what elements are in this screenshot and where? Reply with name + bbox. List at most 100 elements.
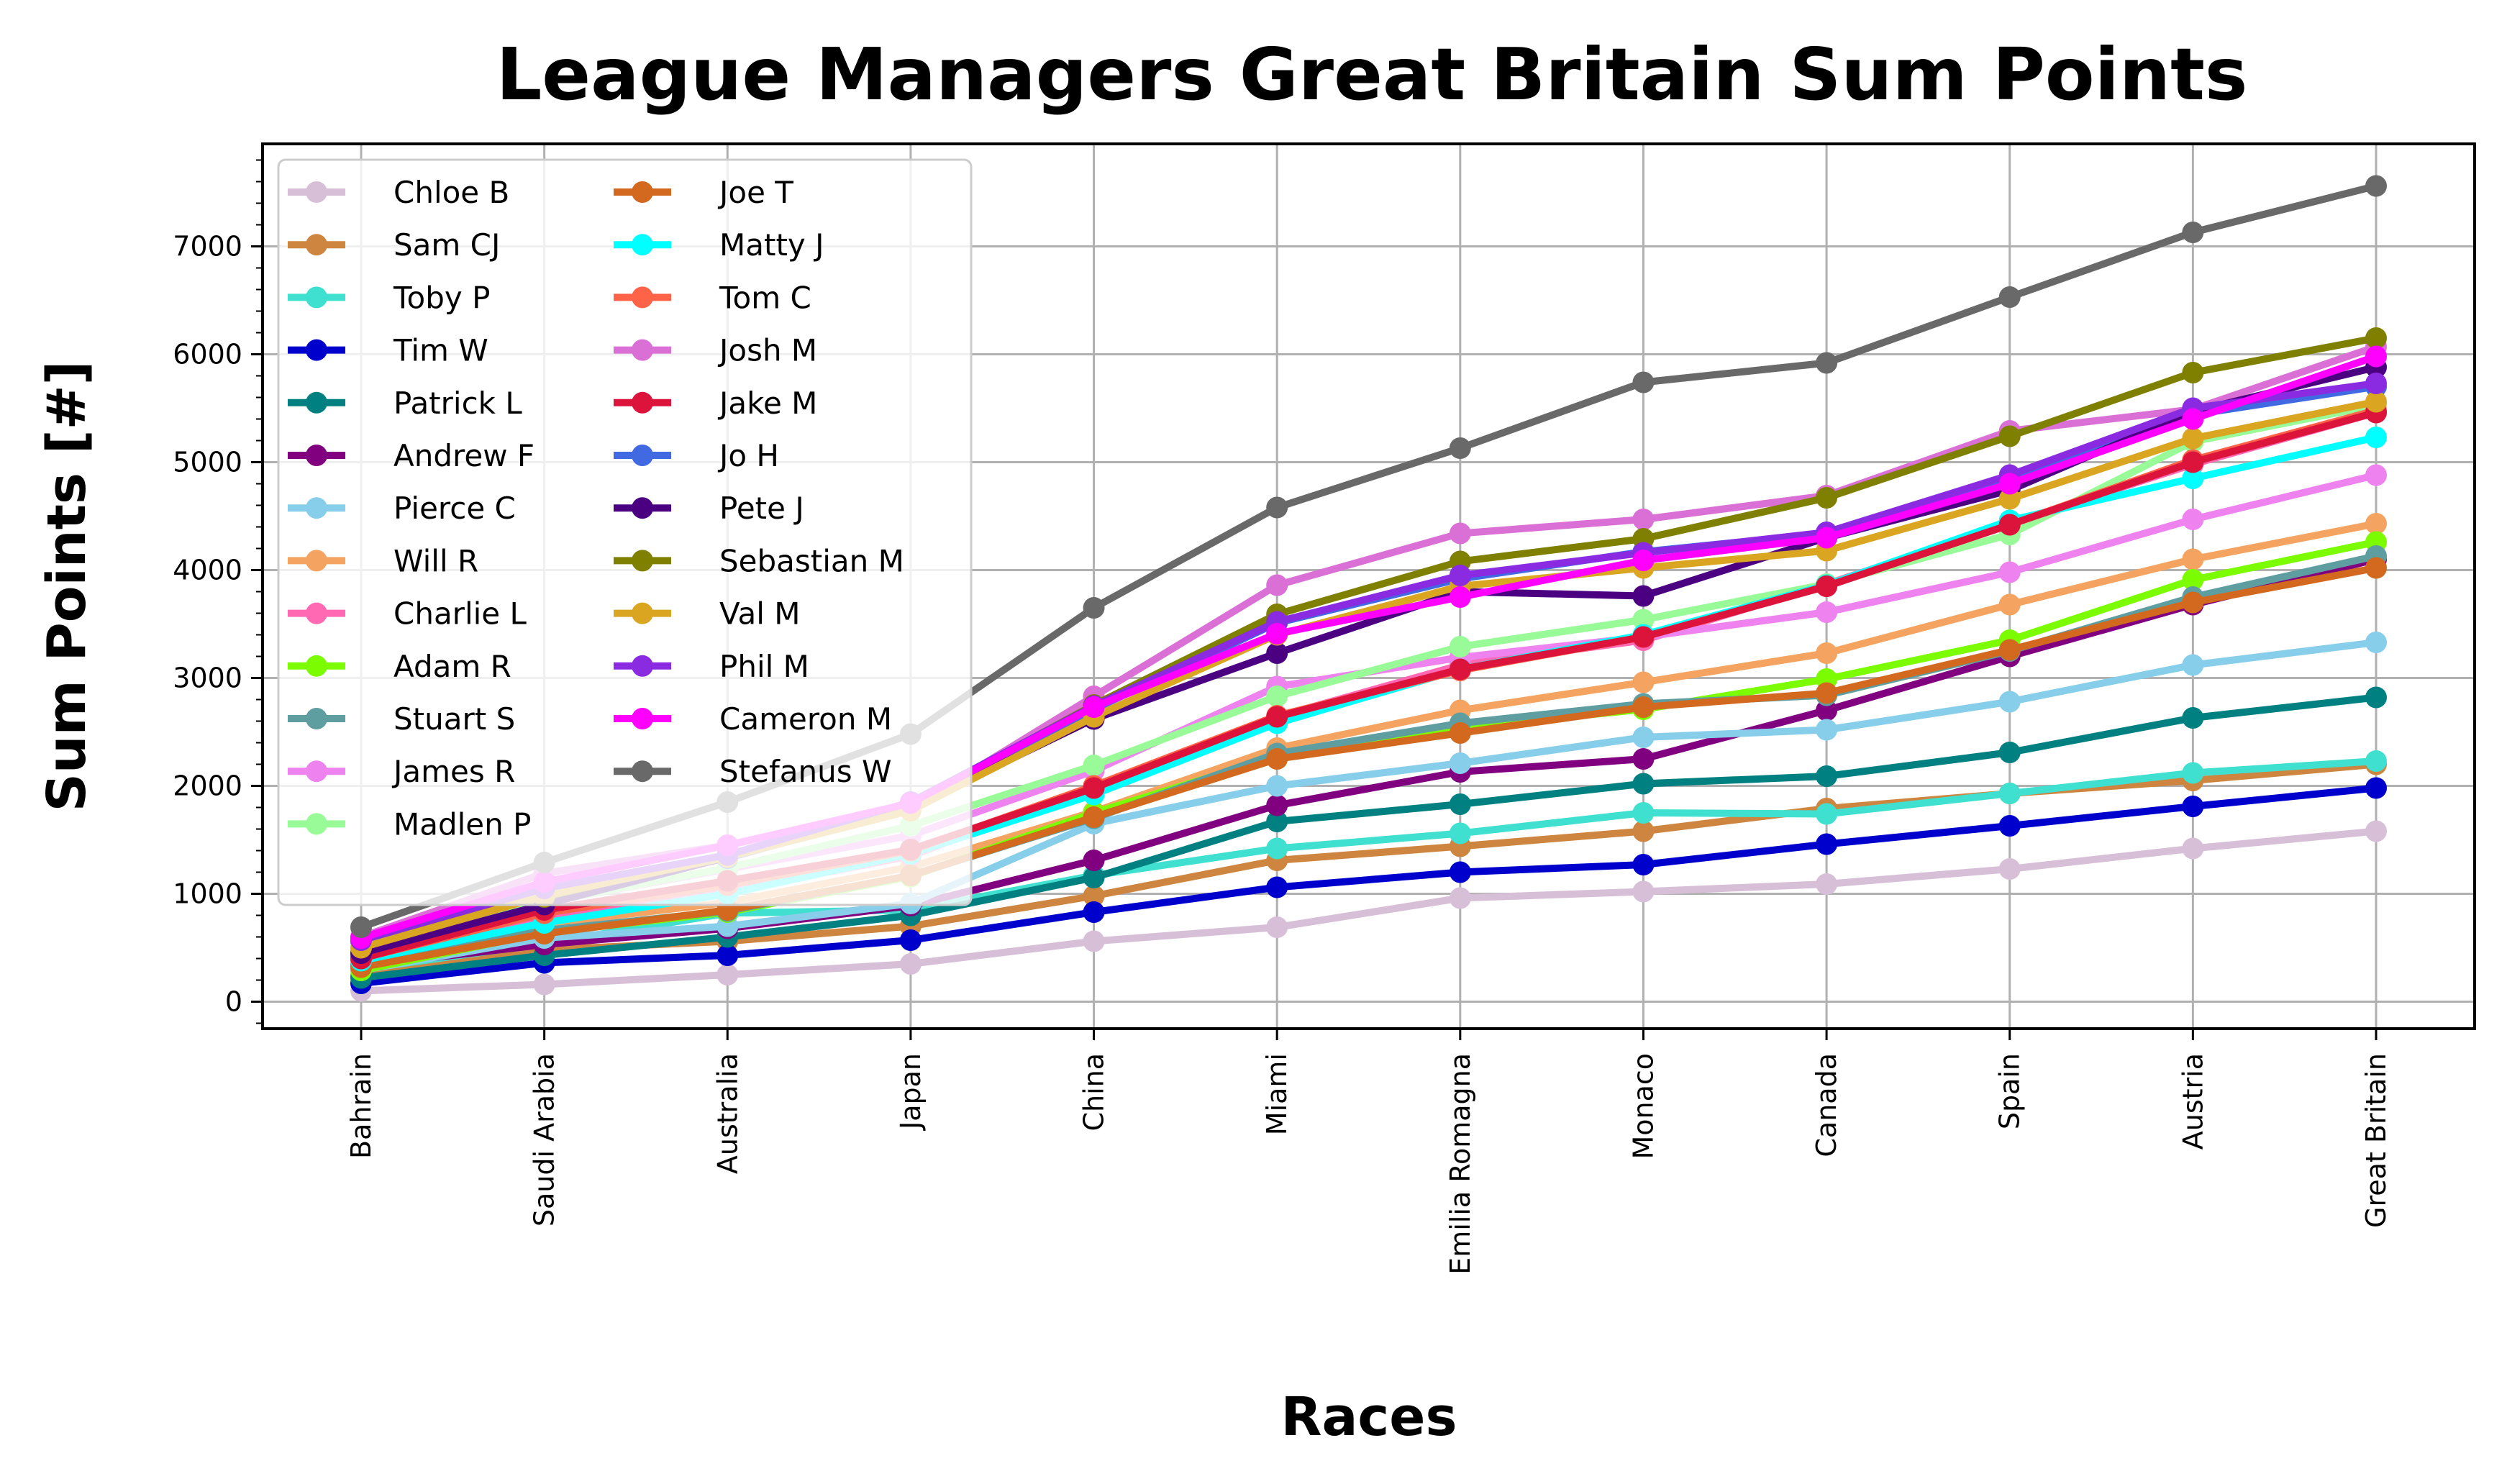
legend-label: Jo H [717, 438, 779, 473]
data-point [2365, 557, 2387, 579]
x-tick-label: Australia [711, 1053, 743, 1174]
x-tick-label: Canada [1811, 1053, 1842, 1157]
legend-entry: Madlen P [288, 806, 531, 842]
legend-swatch-marker [306, 339, 327, 361]
data-point [1083, 806, 1105, 828]
y-tick-label: 1000 [173, 878, 242, 910]
legend-entry: James R [288, 754, 515, 789]
data-point [2182, 654, 2204, 676]
y-tick-label: 6000 [173, 339, 242, 370]
data-point [1449, 658, 1471, 680]
legend-entry: Joe T [614, 175, 793, 210]
data-point [1266, 794, 1288, 816]
legend-swatch-marker [306, 181, 327, 203]
data-point [1266, 642, 1288, 664]
data-point [2182, 591, 2204, 614]
data-point [1632, 820, 1655, 842]
legend-label: Stefanus W [719, 754, 892, 789]
series-line [358, 827, 2380, 995]
legend-swatch-marker [306, 813, 327, 835]
x-tick-label: Great Britain [2360, 1053, 2392, 1228]
legend-label: Matty J [719, 227, 824, 263]
legend-label: Sam CJ [393, 227, 500, 263]
data-point [2182, 222, 2204, 243]
data-point [1083, 597, 1105, 619]
data-point [1632, 550, 1655, 571]
legend-swatch-marker [632, 760, 653, 783]
data-point [1816, 575, 1838, 597]
legend-swatch-marker [632, 497, 653, 519]
data-point [2182, 427, 2204, 450]
data-point [1266, 837, 1288, 860]
x-tick-label: Spain [1994, 1053, 2026, 1129]
data-point [1816, 601, 1838, 623]
legend-label: Tim W [393, 333, 488, 368]
data-point [1449, 822, 1471, 845]
x-axis-ticks: Bahrain Saudi Arabia Australia Japan China Mi… [345, 1029, 2392, 1275]
data-point [1816, 833, 1838, 855]
y-tick-label: 7000 [173, 231, 242, 263]
data-point [1083, 901, 1105, 923]
data-point [1998, 783, 2021, 804]
legend-entry: Andrew F [288, 438, 534, 473]
legend-label: Madlen P [393, 806, 531, 842]
legend-label: Andrew F [393, 438, 534, 473]
data-point [1998, 286, 2021, 308]
data-point [1816, 487, 1838, 509]
data-point [2365, 632, 2387, 653]
data-point [2182, 548, 2204, 570]
data-point [1083, 696, 1105, 718]
data-point [1083, 755, 1105, 776]
legend-swatch-marker [632, 286, 653, 309]
legend-label: Val M [719, 596, 800, 632]
data-point [1632, 727, 1655, 748]
data-point [1816, 352, 1838, 374]
data-point [1083, 777, 1105, 799]
data-point [1816, 803, 1838, 825]
legend-entry: Will R [288, 543, 478, 578]
legend-entry: Patrick L [288, 386, 522, 421]
data-point [1998, 691, 2021, 713]
y-tick-label: 2000 [173, 770, 242, 802]
legend-swatch-marker [306, 760, 327, 783]
plot-frame [261, 142, 2476, 1030]
data-point [899, 929, 922, 951]
legend-entry: Chloe B [288, 175, 509, 210]
data-point [716, 944, 739, 966]
data-point [2182, 762, 2204, 784]
data-point [1816, 642, 1838, 664]
data-point [1632, 609, 1655, 631]
legend-entry: Phil M [614, 649, 809, 684]
legend-swatch-marker [306, 497, 327, 519]
data-point [1266, 623, 1288, 645]
data-point [2182, 837, 2204, 860]
data-point [2182, 451, 2204, 473]
x-tick-label: Bahrain [345, 1053, 377, 1159]
data-point [2365, 373, 2387, 394]
legend-swatch-marker [306, 445, 327, 466]
legend-label: Adam R [393, 649, 511, 684]
legend-label: Phil M [719, 649, 809, 684]
y-tick-label: 4000 [173, 555, 242, 586]
legend-swatch-marker [632, 655, 653, 677]
legend-label: Chloe B [393, 175, 509, 210]
data-point [1816, 699, 1838, 721]
legend-entry: Jake M [614, 386, 817, 421]
data-point [1449, 861, 1471, 883]
legend-entry: Toby P [288, 280, 490, 315]
data-point [716, 964, 739, 985]
data-point [2365, 820, 2387, 842]
data-point [1266, 775, 1288, 797]
data-point [1449, 522, 1471, 545]
data-point [1266, 876, 1288, 898]
legend-entry: Jo H [614, 438, 779, 473]
legend: Chloe B Sam CJ Toby P Tim W Patrick L Andrew … [277, 158, 973, 906]
data-point [1816, 765, 1838, 787]
data-point [1449, 722, 1471, 744]
legend-label: Pierce C [393, 491, 516, 526]
y-axis-ticks: 0 1000 2000 3000 4000 5000 6000 7000 [173, 159, 263, 1024]
data-point [1083, 850, 1105, 871]
legend-entry: Tom C [614, 280, 811, 315]
legend-swatch-marker [306, 708, 327, 729]
legend-label: Stuart S [393, 701, 515, 737]
